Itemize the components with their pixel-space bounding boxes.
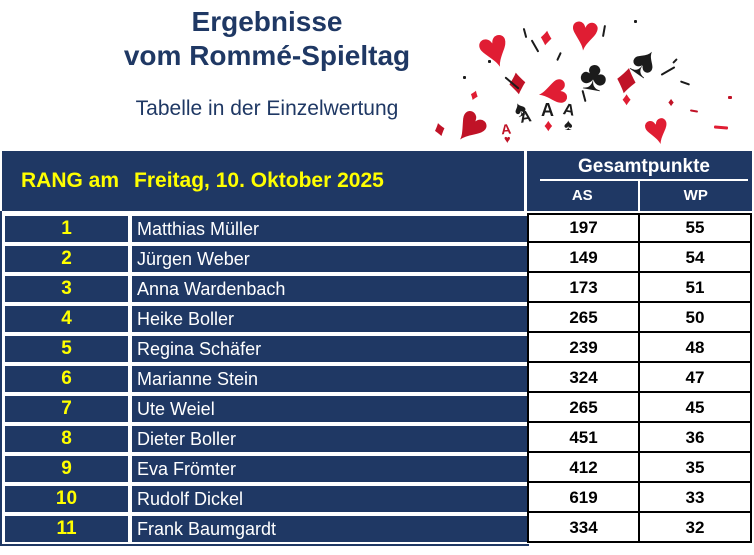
player-name-cell: Anna Wardenbach bbox=[132, 276, 527, 302]
table-row: 9 Eva Frömter 412 35 bbox=[0, 453, 754, 483]
as-points-cell: 334 bbox=[527, 513, 640, 543]
card-suits-image: ♥ ♦ ♥ ♣ ♠ ♦ ♦ ♥ ♦ ♠ A A A ♦ ♠ A ♥ ♥ ♦ ♥ ♦ ♦ bbox=[428, 0, 754, 158]
table-row: 8 Dieter Boller 451 36 bbox=[0, 423, 754, 453]
wp-points-cell: 54 bbox=[640, 243, 752, 273]
table-row: 1 Matthias Müller 197 55 bbox=[0, 213, 754, 243]
splatter-mark bbox=[601, 24, 607, 38]
splatter-mark bbox=[728, 96, 732, 99]
diamond-icon: ♦ bbox=[668, 95, 675, 109]
rank-cell: 2 bbox=[5, 246, 128, 272]
table-left-border bbox=[0, 211, 2, 546]
ace-letter: A bbox=[541, 100, 554, 120]
wp-points-cell: 47 bbox=[640, 363, 752, 393]
as-points-cell: 324 bbox=[527, 363, 640, 393]
player-name-cell: Eva Frömter bbox=[132, 456, 527, 482]
player-name-cell: Frank Baumgardt bbox=[132, 516, 527, 542]
as-points-cell: 412 bbox=[527, 453, 640, 483]
rank-cell: 7 bbox=[5, 396, 128, 422]
ace-letter: A bbox=[518, 108, 533, 127]
wp-points-cell: 50 bbox=[640, 303, 752, 333]
rank-cell: 5 bbox=[5, 336, 128, 362]
table-header-points: Gesamtpunkte AS WP bbox=[527, 151, 752, 211]
heart-icon: ♥ bbox=[638, 102, 676, 157]
wp-points-cell: 35 bbox=[640, 453, 752, 483]
diamond-icon: ♦ bbox=[622, 89, 632, 109]
diamond-icon: ♦ bbox=[538, 23, 555, 52]
diamond-icon: ♦ bbox=[544, 116, 553, 135]
rank-cell: 8 bbox=[5, 426, 128, 452]
column-header-as: AS bbox=[527, 181, 640, 211]
player-name-cell: Rudolf Dickel bbox=[132, 486, 527, 512]
wp-points-cell: 51 bbox=[640, 273, 752, 303]
points-group-label: Gesamtpunkte bbox=[540, 151, 748, 181]
wp-points-cell: 32 bbox=[640, 513, 752, 543]
splatter-mark bbox=[488, 60, 491, 63]
heart-icon: ♥ bbox=[440, 93, 502, 159]
page-title-line2: vom Rommé-Spieltag bbox=[123, 40, 411, 71]
wp-points-cell: 33 bbox=[640, 483, 752, 513]
rank-cell: 1 bbox=[5, 216, 128, 242]
as-points-cell: 619 bbox=[527, 483, 640, 513]
player-name-cell: Regina Schäfer bbox=[132, 336, 527, 362]
rank-cell: 10 bbox=[5, 486, 128, 512]
rank-cell: 4 bbox=[5, 306, 128, 332]
as-points-cell: 149 bbox=[527, 243, 640, 273]
wp-points-cell: 45 bbox=[640, 393, 752, 423]
wp-points-cell: 48 bbox=[640, 333, 752, 363]
table-header-rank-date: RANG am Freitag, 10. Oktober 2025 bbox=[2, 151, 524, 211]
rank-cell: 6 bbox=[5, 366, 128, 392]
splatter-mark bbox=[556, 51, 562, 62]
page-title-line1: Ergebnisse bbox=[191, 6, 343, 37]
splatter-mark bbox=[660, 66, 676, 76]
rank-cell: 9 bbox=[5, 456, 128, 482]
page-subtitle: Tabelle in der Einzelwertung bbox=[135, 97, 399, 120]
as-points-cell: 451 bbox=[527, 423, 640, 453]
wp-points-cell: 55 bbox=[640, 213, 752, 243]
as-points-cell: 239 bbox=[527, 333, 640, 363]
table-row: 5 Regina Schäfer 239 48 bbox=[0, 333, 754, 363]
table-row: 7 Ute Weiel 265 45 bbox=[0, 393, 754, 423]
splatter-mark bbox=[672, 58, 678, 64]
column-header-wp: WP bbox=[683, 187, 708, 204]
title-block: Ergebnisse vom Rommé-Spieltag Tabelle in… bbox=[0, 0, 534, 122]
wp-points-cell: 36 bbox=[640, 423, 752, 453]
splatter-mark bbox=[689, 109, 699, 113]
rank-cell: 3 bbox=[5, 276, 128, 302]
spade-icon: ♠ bbox=[564, 117, 573, 134]
table-row: 3 Anna Wardenbach 173 51 bbox=[0, 273, 754, 303]
table-row: 2 Jürgen Weber 149 54 bbox=[0, 243, 754, 273]
as-points-cell: 265 bbox=[527, 303, 640, 333]
splatter-mark bbox=[634, 20, 637, 23]
heart-icon: ♥ bbox=[504, 134, 511, 146]
as-points-cell: 173 bbox=[527, 273, 640, 303]
table-row: 4 Heike Boller 265 50 bbox=[0, 303, 754, 333]
table-row: 10 Rudolf Dickel 619 33 bbox=[0, 483, 754, 513]
as-points-cell: 265 bbox=[527, 393, 640, 423]
as-points-cell: 197 bbox=[527, 213, 640, 243]
splatter-mark bbox=[463, 76, 466, 79]
player-name-cell: Matthias Müller bbox=[132, 216, 527, 242]
rank-cell: 11 bbox=[5, 516, 128, 542]
player-name-cell: Ute Weiel bbox=[132, 396, 527, 422]
player-name-cell: Dieter Boller bbox=[132, 426, 527, 452]
results-table-body: 1 Matthias Müller 197 55 2 Jürgen Weber 149 54 3… bbox=[0, 213, 754, 543]
table-row: 6 Marianne Stein 324 47 bbox=[0, 363, 754, 393]
player-name-cell: Jürgen Weber bbox=[132, 246, 527, 272]
player-name-cell: Marianne Stein bbox=[132, 366, 527, 392]
points-subcolumns: AS WP bbox=[527, 181, 752, 211]
rank-label: RANG am bbox=[21, 169, 120, 192]
splatter-mark bbox=[679, 80, 691, 86]
table-bottom-border bbox=[0, 544, 529, 546]
diamond-icon: ♦ bbox=[430, 114, 449, 143]
splatter-mark bbox=[713, 125, 729, 130]
date-label: Freitag, 10. Oktober 2025 bbox=[134, 169, 384, 192]
player-name-cell: Heike Boller bbox=[132, 306, 527, 332]
splatter-mark bbox=[522, 27, 528, 39]
table-row: 11 Frank Baumgardt 334 32 bbox=[0, 513, 754, 543]
